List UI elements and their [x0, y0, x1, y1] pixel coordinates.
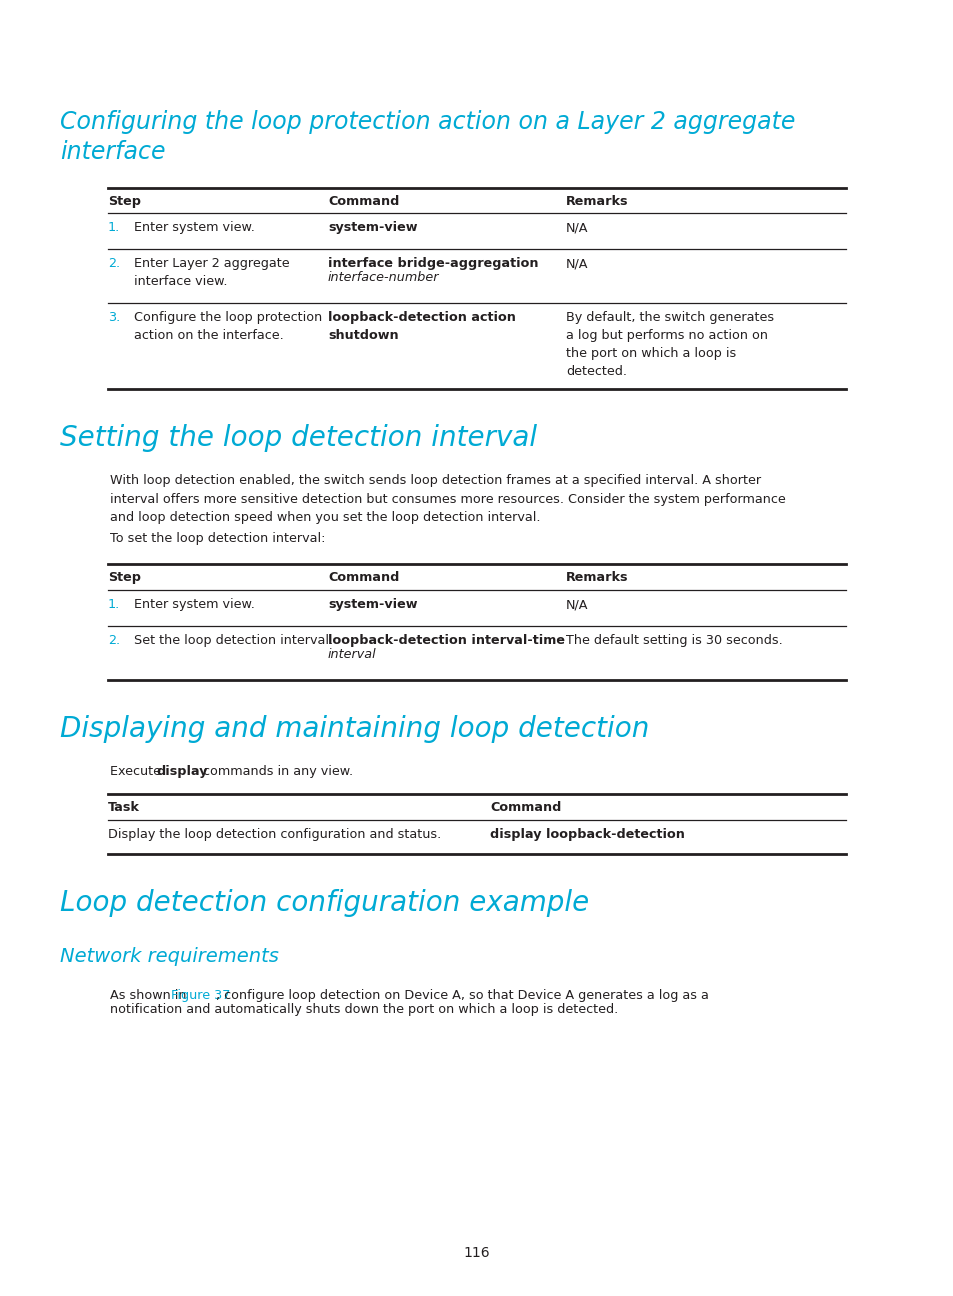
- Text: Command: Command: [328, 194, 399, 207]
- Text: Displaying and maintaining loop detection: Displaying and maintaining loop detectio…: [60, 715, 649, 743]
- Text: N/A: N/A: [565, 258, 588, 271]
- Text: To set the loop detection interval:: To set the loop detection interval:: [110, 533, 325, 546]
- Text: loopback-detection action
shutdown: loopback-detection action shutdown: [328, 311, 516, 342]
- Text: Command: Command: [328, 572, 399, 584]
- Text: Enter system view.: Enter system view.: [133, 222, 254, 235]
- Text: The default setting is 30 seconds.: The default setting is 30 seconds.: [565, 634, 781, 647]
- Text: As shown in: As shown in: [110, 989, 191, 1002]
- Text: interval: interval: [328, 648, 376, 661]
- Text: system-view: system-view: [328, 599, 417, 612]
- Text: Display the loop detection configuration and status.: Display the loop detection configuration…: [108, 828, 441, 841]
- Text: Enter Layer 2 aggregate
interface view.: Enter Layer 2 aggregate interface view.: [133, 258, 290, 289]
- Text: Network requirements: Network requirements: [60, 946, 278, 966]
- Text: Configure the loop protection
action on the interface.: Configure the loop protection action on …: [133, 311, 322, 342]
- Text: Execute: Execute: [110, 765, 165, 778]
- Text: , configure loop detection on Device A, so that Device A generates a log as a: , configure loop detection on Device A, …: [216, 989, 708, 1002]
- Text: Configuring the loop protection action on a Layer 2 aggregate
interface: Configuring the loop protection action o…: [60, 110, 795, 163]
- Text: With loop detection enabled, the switch sends loop detection frames at a specifi: With loop detection enabled, the switch …: [110, 474, 785, 524]
- Text: display: display: [156, 765, 208, 778]
- Text: 116: 116: [463, 1245, 490, 1260]
- Text: system-view: system-view: [328, 222, 417, 235]
- Text: Remarks: Remarks: [565, 194, 628, 207]
- Text: N/A: N/A: [565, 222, 588, 235]
- Text: Enter system view.: Enter system view.: [133, 599, 254, 612]
- Text: 2.: 2.: [108, 258, 120, 271]
- Text: display loopback-detection: display loopback-detection: [490, 828, 684, 841]
- Text: Task: Task: [108, 801, 140, 814]
- Text: Step: Step: [108, 572, 141, 584]
- Text: 1.: 1.: [108, 599, 120, 612]
- Text: Command: Command: [490, 801, 560, 814]
- Text: interface-number: interface-number: [328, 271, 439, 284]
- Text: Set the loop detection interval.: Set the loop detection interval.: [133, 634, 333, 647]
- Text: 2.: 2.: [108, 634, 120, 647]
- Text: loopback-detection interval-time: loopback-detection interval-time: [328, 634, 564, 647]
- Text: Remarks: Remarks: [565, 572, 628, 584]
- Text: Setting the loop detection interval: Setting the loop detection interval: [60, 424, 537, 452]
- Text: commands in any view.: commands in any view.: [199, 765, 353, 778]
- Text: interface bridge-aggregation: interface bridge-aggregation: [328, 258, 537, 271]
- Text: By default, the switch generates
a log but performs no action on
the port on whi: By default, the switch generates a log b…: [565, 311, 773, 378]
- Text: Step: Step: [108, 194, 141, 207]
- Text: Loop detection configuration example: Loop detection configuration example: [60, 889, 589, 916]
- Text: N/A: N/A: [565, 599, 588, 612]
- Text: notification and automatically shuts down the port on which a loop is detected.: notification and automatically shuts dow…: [110, 1003, 618, 1016]
- Text: 3.: 3.: [108, 311, 120, 324]
- Text: Figure 37: Figure 37: [171, 989, 230, 1002]
- Text: 1.: 1.: [108, 222, 120, 235]
